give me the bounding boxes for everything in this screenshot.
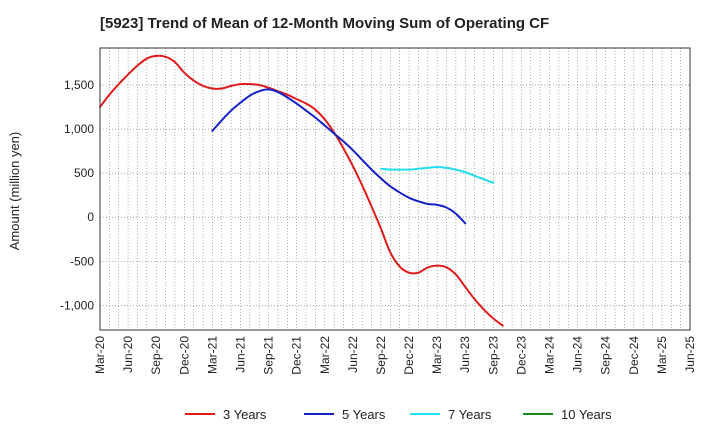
x-tick-label: Dec-21 bbox=[290, 336, 304, 375]
x-tick-label: Sep-24 bbox=[599, 336, 613, 375]
y-tick-label: 0 bbox=[87, 210, 94, 224]
x-tick-label: Jun-21 bbox=[233, 336, 247, 373]
y-tick-label: -1,000 bbox=[60, 298, 94, 312]
x-tick-label: Dec-22 bbox=[402, 336, 416, 375]
x-tick-label: Sep-23 bbox=[486, 336, 500, 375]
y-tick-label: -500 bbox=[70, 254, 94, 268]
legend: 3 Years 5 Years 7 Years 10 Years bbox=[185, 407, 612, 422]
x-tick-label: Dec-23 bbox=[514, 336, 528, 375]
x-tick-label: Sep-21 bbox=[262, 336, 276, 375]
plot-area: 1,500 1,000 500 0 -500 -1,000 Mar-20 Jun-20 Sep-… bbox=[60, 47, 697, 375]
x-tick-label: Mar-25 bbox=[655, 336, 669, 374]
legend-5-years-label: 5 Years bbox=[342, 407, 386, 422]
x-tick-label: Mar-24 bbox=[543, 336, 557, 374]
legend-3-years-label: 3 Years bbox=[223, 407, 267, 422]
x-tick-label: Jun-22 bbox=[346, 336, 360, 373]
x-tick-label: Dec-24 bbox=[627, 336, 641, 375]
x-tick-label: Jun-23 bbox=[458, 336, 472, 373]
legend-7-years-label: 7 Years bbox=[448, 407, 492, 422]
x-tick-label: Jun-25 bbox=[683, 336, 697, 373]
y-tick-label: 1,500 bbox=[64, 78, 94, 92]
series-line-7-years bbox=[379, 165, 495, 184]
x-tick-label: Jun-20 bbox=[121, 336, 135, 373]
x-tick-label: Mar-23 bbox=[430, 336, 444, 374]
series-line-3-years bbox=[99, 54, 504, 327]
x-tick-label: Mar-22 bbox=[318, 336, 332, 374]
x-tick-label: Sep-22 bbox=[374, 336, 388, 375]
legend-10-years-label: 10 Years bbox=[561, 407, 612, 422]
x-tick-label: Dec-20 bbox=[177, 336, 191, 375]
y-tick-label: 1,000 bbox=[64, 122, 94, 136]
series-line-5-years bbox=[211, 88, 467, 225]
plot-frame bbox=[99, 47, 691, 331]
x-tick-label: Sep-20 bbox=[149, 336, 163, 375]
chart-title: [5923] Trend of Mean of 12-Month Moving … bbox=[100, 15, 549, 32]
y-axis-label: Amount (million yen) bbox=[7, 132, 22, 251]
x-tick-label: Mar-21 bbox=[205, 336, 219, 374]
y-tick-label: 500 bbox=[74, 166, 94, 180]
x-tick-label: Jun-24 bbox=[571, 336, 585, 373]
x-tick-label: Mar-20 bbox=[93, 336, 107, 374]
